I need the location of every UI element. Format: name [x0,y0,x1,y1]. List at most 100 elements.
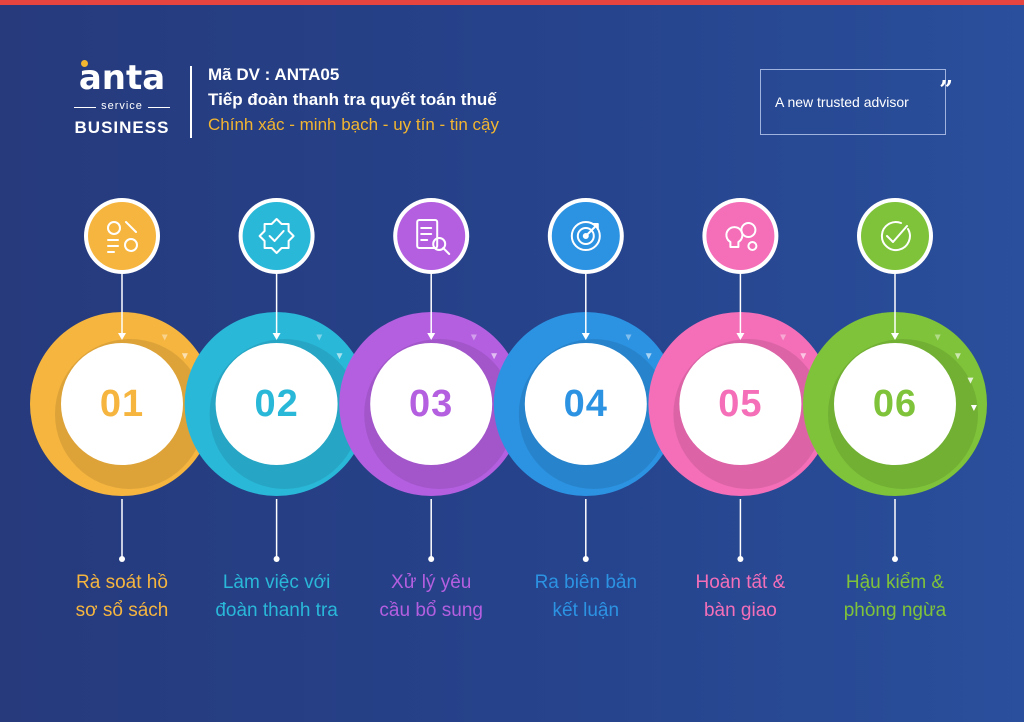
step-ring-inner [370,343,493,465]
step-ring-tick [780,334,787,341]
step-label: Làm việc với đoàn thanh tra [197,569,357,625]
step-ring-tick [336,353,343,360]
step-number: 06 [872,383,918,425]
step-label-line2: bàn giao [703,600,777,621]
tagline: Chính xác - minh bạch - uy tín - tin cậy [208,115,500,134]
step-ring-tick [954,353,961,360]
header-text: Mã DV : ANTA05 Tiếp đoàn thanh tra quyết… [208,62,499,138]
step-label-line2: cầu bổ sung [379,600,483,621]
connector-dot [582,556,589,562]
advisor-box: A new trusted advisor ” [760,69,953,135]
target-arrow-icon [570,221,601,251]
step-label-line1: Làm việc với [222,572,331,593]
bulb-gears-icon [725,222,758,251]
step-ring-05 [648,312,833,496]
step-label-line1: Hậu kiểm & [845,572,945,593]
step-label: Rà soát hồ sơ sổ sách [42,569,202,625]
magnifier-handle [442,247,451,255]
connector-arrow [118,333,126,340]
clipboard-lines [420,227,433,241]
connector-dot [892,556,898,562]
step-ring-06 [803,312,987,496]
badge-check-icon [258,218,295,254]
gear-large [740,222,757,238]
clipboard-shape [416,219,439,249]
top-accent-bar [0,0,1024,5]
step-label-line1: Ra biên bản [534,572,638,593]
check-mark [268,230,285,242]
step-ring-tick [625,334,632,341]
step-label: Xử lý yêu cầu bổ sung [351,569,511,625]
gear-small [747,241,758,251]
service-title: Tiếp đoàn thanh tra quyết toán thuế [208,90,497,109]
gears-checklist-icon [107,221,138,253]
step-ring-tick [316,334,323,341]
step-number: 02 [254,383,299,425]
step-number: 04 [563,383,608,425]
step-ring-inner [679,343,802,465]
bulb-shape [725,226,744,248]
step-ring-03 [339,312,524,496]
target-middle [576,227,595,245]
step-label-line2: đoàn thanh tra [215,600,338,621]
step-ring-tick [181,353,188,360]
step-number: 05 [718,383,763,425]
step-ring-tick [800,353,807,360]
step-ring-tick [161,334,168,341]
step-ring-04 [493,312,678,496]
magnifier-lens [432,237,447,251]
step-ring-tick [645,353,652,360]
connector-dot [273,556,280,562]
connector-dot [428,556,435,562]
check-circle-icon [880,221,911,252]
step-label: Hoàn tất & bàn giao [660,569,820,625]
connector-dot [119,556,125,562]
step-ring-inner [834,343,956,465]
icon-disc [706,202,775,270]
logo-wordmark: anta [78,58,166,98]
clock-shape [124,238,138,252]
gear-shape [107,221,121,235]
step-label-line1: Xử lý yêu [391,572,472,593]
logo-service-text: service [70,100,174,112]
quote-icon: ” [939,75,953,104]
icon-disc [397,202,466,270]
connector-arrow [272,333,281,340]
step-ring-tick [470,334,477,341]
circle-arc [880,221,911,252]
step-label-line1: Rà soát hồ [76,572,168,593]
icon-disc [242,202,311,270]
step-ring-inner [215,343,338,465]
step-ring-02 [184,312,369,496]
step-label-line2: kết luận [552,600,620,621]
step-ring-tick [970,404,977,411]
advisor-text: A new trusted advisor [775,94,909,110]
step-label-line2: sơ sổ sách [75,600,169,621]
step-ring-inner [61,343,183,465]
step-ring-tick [491,353,498,360]
step-label: Hậu kiểm & phòng ngừa [815,569,975,625]
logo-dot [81,60,88,67]
target-outer [570,221,601,251]
list-lines [107,239,119,253]
step-label-line2: phòng ngừa [843,600,947,621]
step-ring-01 [30,312,214,496]
service-code: Mã DV : ANTA05 [208,65,340,84]
clipboard-search-icon [416,219,451,255]
connector-arrow [581,333,590,340]
anta-logo: anta service BUSINESS [70,58,180,142]
step-ring-tick [967,377,974,384]
pen-shape [125,221,137,233]
step-label-line1: Hoàn tất & [695,572,786,593]
connector-arrow [427,333,436,340]
step-number: 01 [99,383,145,425]
icon-disc [861,202,929,270]
connector-arrow [736,333,745,340]
logo-business-text: BUSINESS [74,118,170,137]
target-arrow [584,223,599,237]
connector-arrow [891,333,899,340]
connector-dot [737,556,744,562]
icon-disc [88,202,156,270]
